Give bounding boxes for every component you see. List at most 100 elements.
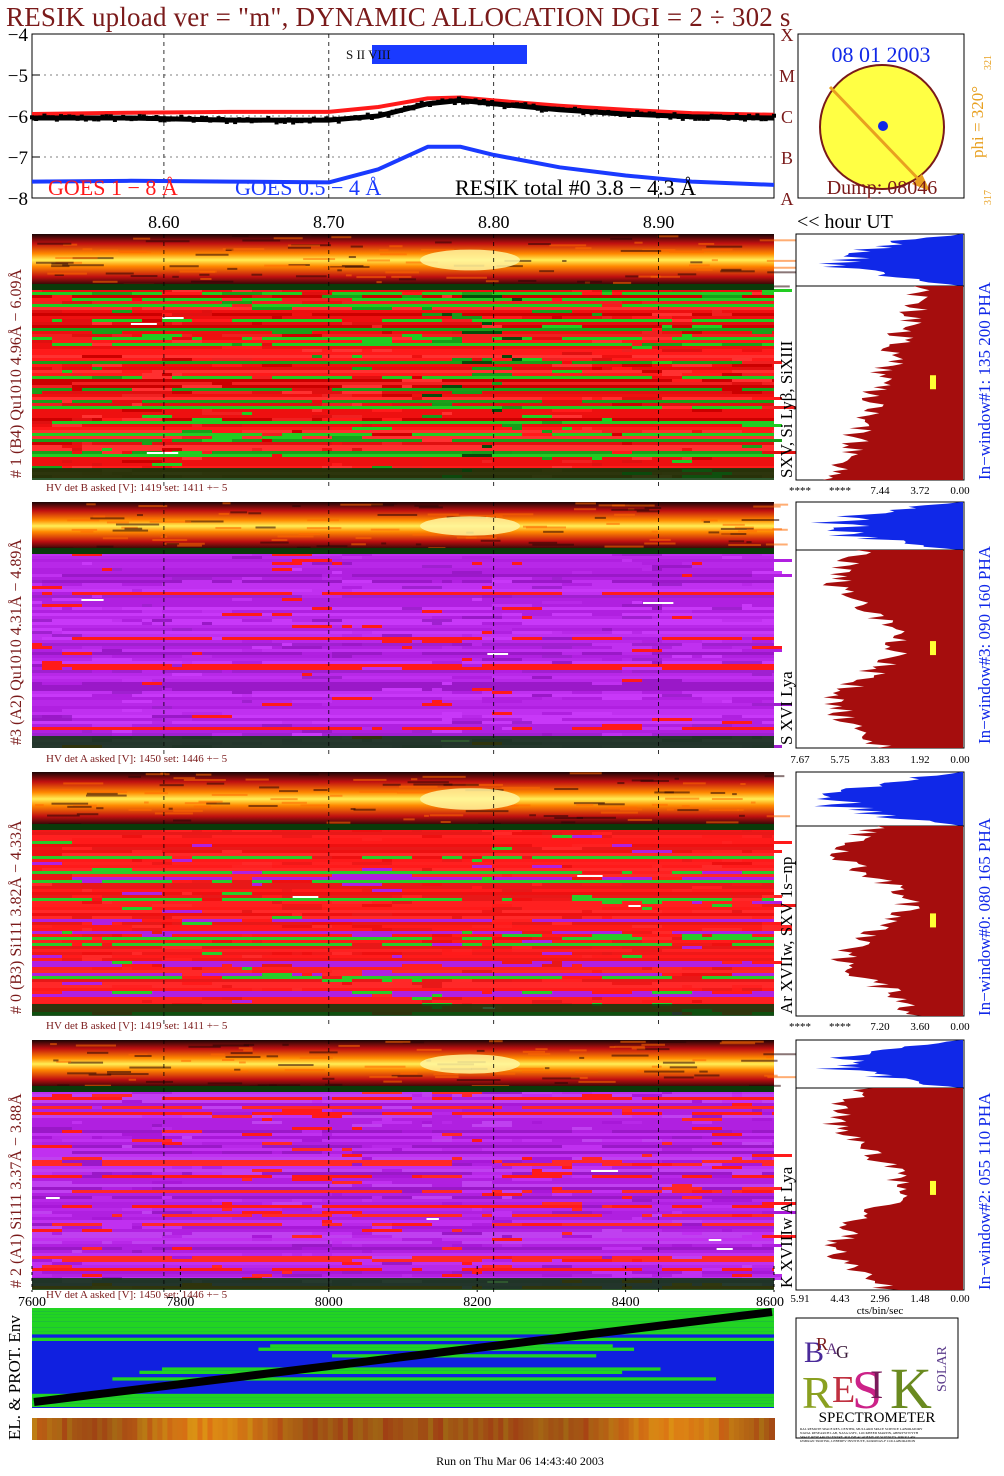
spectrum-row bbox=[32, 1211, 774, 1214]
env-strip-cell bbox=[743, 1418, 750, 1440]
spectrum-segment bbox=[42, 706, 62, 709]
spectrum-segment bbox=[242, 361, 282, 364]
spectrum-segment bbox=[642, 937, 672, 940]
spectrum-segment bbox=[552, 1211, 592, 1214]
spectrum-segment bbox=[532, 676, 552, 679]
spectrum-segment bbox=[622, 667, 662, 670]
spectrum-segment bbox=[502, 1106, 522, 1109]
spectrum-segment bbox=[712, 1175, 732, 1178]
spectrum-segment bbox=[32, 466, 62, 469]
spectrum-band-texture bbox=[460, 515, 503, 518]
spectrum-band-texture bbox=[350, 808, 356, 811]
spectrum-row bbox=[32, 382, 774, 385]
spectrum-band-texture bbox=[435, 1076, 459, 1079]
resik-total-point bbox=[108, 114, 113, 119]
spectrum-band-texture bbox=[51, 265, 70, 268]
resik-total-point bbox=[154, 115, 159, 120]
spectrum-segment bbox=[342, 1154, 362, 1157]
spectrum-segment bbox=[732, 379, 772, 382]
spectrum-row bbox=[32, 985, 774, 988]
spectrum-segment bbox=[662, 1142, 672, 1145]
spectrum-segment bbox=[122, 1208, 152, 1211]
spectrum-segment bbox=[32, 1145, 72, 1148]
spectrum-segment bbox=[342, 643, 362, 646]
resik-total-point bbox=[340, 116, 345, 121]
spectrum-segment bbox=[142, 934, 172, 937]
resik-total-point bbox=[129, 117, 134, 122]
histogram-tick-label: 2.96 bbox=[870, 1293, 890, 1305]
spectrum-segment bbox=[492, 691, 512, 694]
spectrum-segment bbox=[532, 883, 542, 886]
spectrum-band-texture bbox=[370, 528, 400, 531]
spectrum-segment bbox=[532, 1166, 562, 1169]
spectrum-row bbox=[32, 829, 774, 832]
spectrum-segment bbox=[702, 640, 722, 643]
spectrum-segment bbox=[122, 679, 152, 682]
logo-letter-k: K bbox=[890, 1356, 932, 1421]
spectrum-segment bbox=[632, 1259, 642, 1262]
spectrum-segment bbox=[32, 874, 72, 877]
spectrum-band-texture bbox=[131, 517, 161, 520]
env-strip-cell bbox=[418, 1418, 425, 1440]
spectrum-segment bbox=[242, 1133, 272, 1136]
spectrum-segment bbox=[572, 1175, 592, 1178]
spectrum-band-texture bbox=[193, 805, 211, 808]
spectrum-band-texture bbox=[115, 523, 160, 526]
spectrum-band-texture bbox=[644, 1070, 685, 1073]
spectrum-segment bbox=[52, 1232, 62, 1235]
resik-total-point bbox=[519, 102, 524, 107]
phi-min: 317 bbox=[983, 190, 994, 205]
spectrum-band-texture bbox=[353, 778, 387, 781]
spectrum-segment bbox=[352, 1184, 372, 1187]
time-marker-label: S II VIII bbox=[346, 47, 391, 62]
spectrum-segment bbox=[332, 901, 372, 904]
spectrum-segment bbox=[602, 1256, 612, 1259]
spectrum-row bbox=[32, 1217, 774, 1220]
spectrum-segment bbox=[82, 889, 92, 892]
spectrum-segment bbox=[102, 901, 112, 904]
spectrum-row bbox=[32, 958, 774, 961]
spectrum-segment bbox=[442, 1091, 482, 1094]
spectrum-segment bbox=[522, 415, 562, 418]
spectrum-segment bbox=[742, 988, 762, 991]
spectrum-segment bbox=[482, 658, 522, 661]
spectrum-segment bbox=[132, 1187, 152, 1190]
spectrum-segment bbox=[392, 955, 402, 958]
spectrum-row bbox=[32, 622, 774, 625]
spectrum-segment bbox=[592, 682, 622, 685]
spectrum-segment bbox=[662, 418, 682, 421]
spectrum-segment bbox=[722, 859, 742, 862]
spectrum-segment bbox=[402, 1274, 412, 1277]
env-strip-cell bbox=[728, 1418, 735, 1440]
spectrum-segment bbox=[752, 397, 782, 400]
spectrum-segment bbox=[542, 712, 572, 715]
spectrum-segment bbox=[52, 1094, 72, 1097]
spectrum-segment bbox=[672, 976, 702, 979]
spectrum-segment bbox=[32, 838, 72, 841]
env-stripe bbox=[32, 1317, 774, 1322]
resik-total-point bbox=[713, 114, 718, 119]
spectrum-band-texture bbox=[641, 1043, 665, 1046]
spectrum-row bbox=[32, 376, 774, 379]
spectrum-segment bbox=[442, 385, 462, 388]
spectrum-segment bbox=[602, 418, 612, 421]
spectrum-segment bbox=[162, 829, 192, 832]
spectrum-segment bbox=[372, 466, 392, 469]
resik-total-point bbox=[158, 118, 163, 123]
spectrum-profile bbox=[829, 826, 963, 1016]
resik-total-point bbox=[597, 110, 602, 115]
spectrum-segment bbox=[442, 952, 472, 955]
spectrum-row bbox=[32, 1235, 774, 1238]
spectrum-segment bbox=[592, 1190, 622, 1193]
spectrum-row bbox=[32, 832, 774, 835]
spectrum-band-texture bbox=[607, 806, 637, 809]
histogram-tick-label: 3.60 bbox=[910, 1021, 930, 1033]
resik-total-point bbox=[324, 116, 329, 121]
spectrum-band-texture bbox=[443, 783, 479, 786]
env-strip-cell bbox=[538, 1418, 545, 1440]
spectrum-band-texture bbox=[307, 519, 340, 522]
spectrum-segment bbox=[652, 652, 672, 655]
goes-class-letter: M bbox=[779, 66, 795, 86]
env-strip-cell bbox=[528, 1418, 535, 1440]
spectrum-segment bbox=[32, 1211, 52, 1214]
